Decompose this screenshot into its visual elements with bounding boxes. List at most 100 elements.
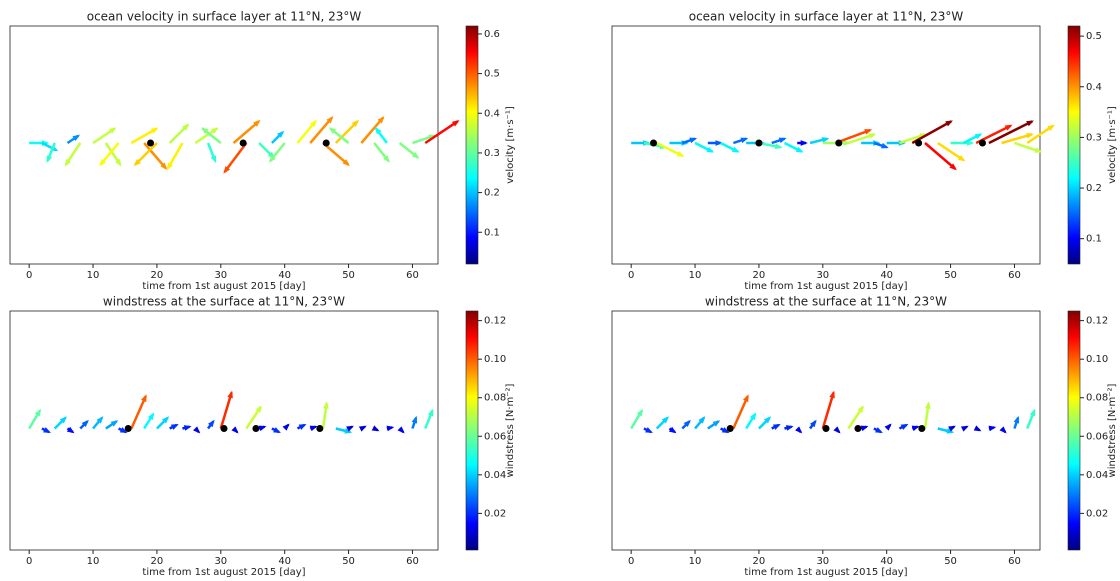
arrow-head [875, 427, 883, 433]
arrow-head [374, 126, 382, 135]
arrow-head [133, 159, 141, 167]
colorbar-tick-label: 0.6 [484, 29, 500, 40]
x-tick-label: 50 [944, 556, 957, 567]
arrow-head [772, 424, 781, 430]
arrow-head [346, 425, 354, 432]
arrow-head [974, 133, 983, 140]
x-tick-label: 0 [26, 556, 32, 567]
arrow [745, 412, 757, 430]
arrow-head [310, 119, 317, 128]
arrow-head [1029, 408, 1036, 417]
arrow [911, 425, 920, 432]
arrow-head [1004, 124, 1013, 131]
arrow [143, 412, 155, 430]
arrow-head [411, 415, 418, 424]
arrow-shaft [821, 392, 835, 429]
arrow-head [451, 120, 460, 127]
arrow [335, 427, 353, 434]
arrow [309, 425, 318, 432]
arrow-head [193, 426, 201, 434]
colorbar-label: velocity [m·s⁻¹] [1107, 106, 1118, 184]
x-tick-label: 0 [628, 556, 634, 567]
arrow [681, 419, 691, 430]
arrow [873, 427, 883, 434]
marker-dot [979, 139, 987, 147]
arrow [194, 127, 219, 145]
arrow-head [282, 423, 290, 431]
chart-title: ocean velocity in surface layer at 11°N,… [87, 10, 362, 24]
chart-title: ocean velocity in surface layer at 11°N,… [689, 10, 964, 24]
arrow-head [880, 142, 889, 149]
arrow-head [946, 428, 955, 434]
arrow-head [166, 162, 174, 171]
arrow-head [785, 425, 794, 431]
colorbar [1067, 310, 1081, 551]
arrow [758, 416, 772, 430]
arrow-head [253, 119, 261, 127]
marker-dot [239, 139, 247, 147]
plot-area [9, 25, 439, 265]
colorbar-tick-label: 0.1 [484, 227, 500, 238]
arrow [694, 416, 706, 430]
arrow-head [231, 426, 239, 434]
colorbar-tick-label: 0.06 [484, 431, 506, 442]
arrow-head [948, 425, 956, 432]
arrow [960, 425, 969, 432]
arrow [424, 120, 460, 145]
arrow [130, 394, 147, 430]
arrow [707, 140, 723, 146]
arrow [64, 142, 82, 167]
colorbar [465, 25, 479, 265]
arrow-head [829, 390, 835, 399]
arrow-shaft [924, 142, 957, 170]
x-tick-label: 60 [1008, 556, 1021, 567]
arrow-head [800, 140, 808, 146]
arrow-head [397, 426, 405, 434]
arrow [643, 427, 653, 434]
arrow-head [344, 428, 353, 434]
arrow [988, 425, 997, 432]
colorbar-tick-label: 0.10 [484, 354, 506, 365]
arrow [166, 142, 184, 171]
arrow [923, 401, 931, 429]
marker-dot [918, 425, 926, 432]
arrow [46, 142, 56, 164]
arrow-head [328, 127, 337, 135]
arrow [322, 142, 350, 167]
arrow-head [864, 129, 873, 135]
arrow [847, 405, 864, 430]
arrow [182, 425, 192, 431]
arrow [732, 137, 749, 145]
arrow [206, 142, 217, 164]
arrow [694, 141, 715, 153]
arrow-head [182, 123, 190, 131]
arrow-head [64, 158, 72, 167]
arrow [884, 423, 892, 431]
x-tick-label: 0 [26, 270, 32, 281]
colorbar-tick-label: 0.5 [484, 69, 500, 80]
arrow-shaft [322, 142, 350, 166]
arrow-shaft [309, 116, 333, 144]
arrow [948, 425, 956, 432]
colorbar-label: velocity [m·s⁻¹] [505, 106, 516, 184]
arrow [833, 426, 841, 434]
arrow [847, 133, 877, 145]
arrow [655, 416, 669, 430]
colorbar-tick-label: 0.08 [484, 393, 506, 404]
arrow [962, 133, 983, 145]
arrow [271, 427, 281, 434]
x-tick-label: 40 [278, 556, 291, 567]
x-tick-label: 50 [342, 270, 355, 281]
plot-area [611, 25, 1041, 265]
arrow [783, 141, 804, 153]
arrow-head [833, 426, 841, 434]
arrow-head [161, 416, 170, 424]
arrow [973, 425, 982, 432]
arrow-head [351, 119, 359, 127]
arrow [231, 426, 239, 434]
colorbar [465, 310, 479, 551]
x-tick-label: 30 [816, 556, 829, 567]
arrow-head [326, 116, 334, 124]
arrow [66, 134, 81, 145]
colorbar-tick-label: 0.2 [1086, 183, 1102, 194]
